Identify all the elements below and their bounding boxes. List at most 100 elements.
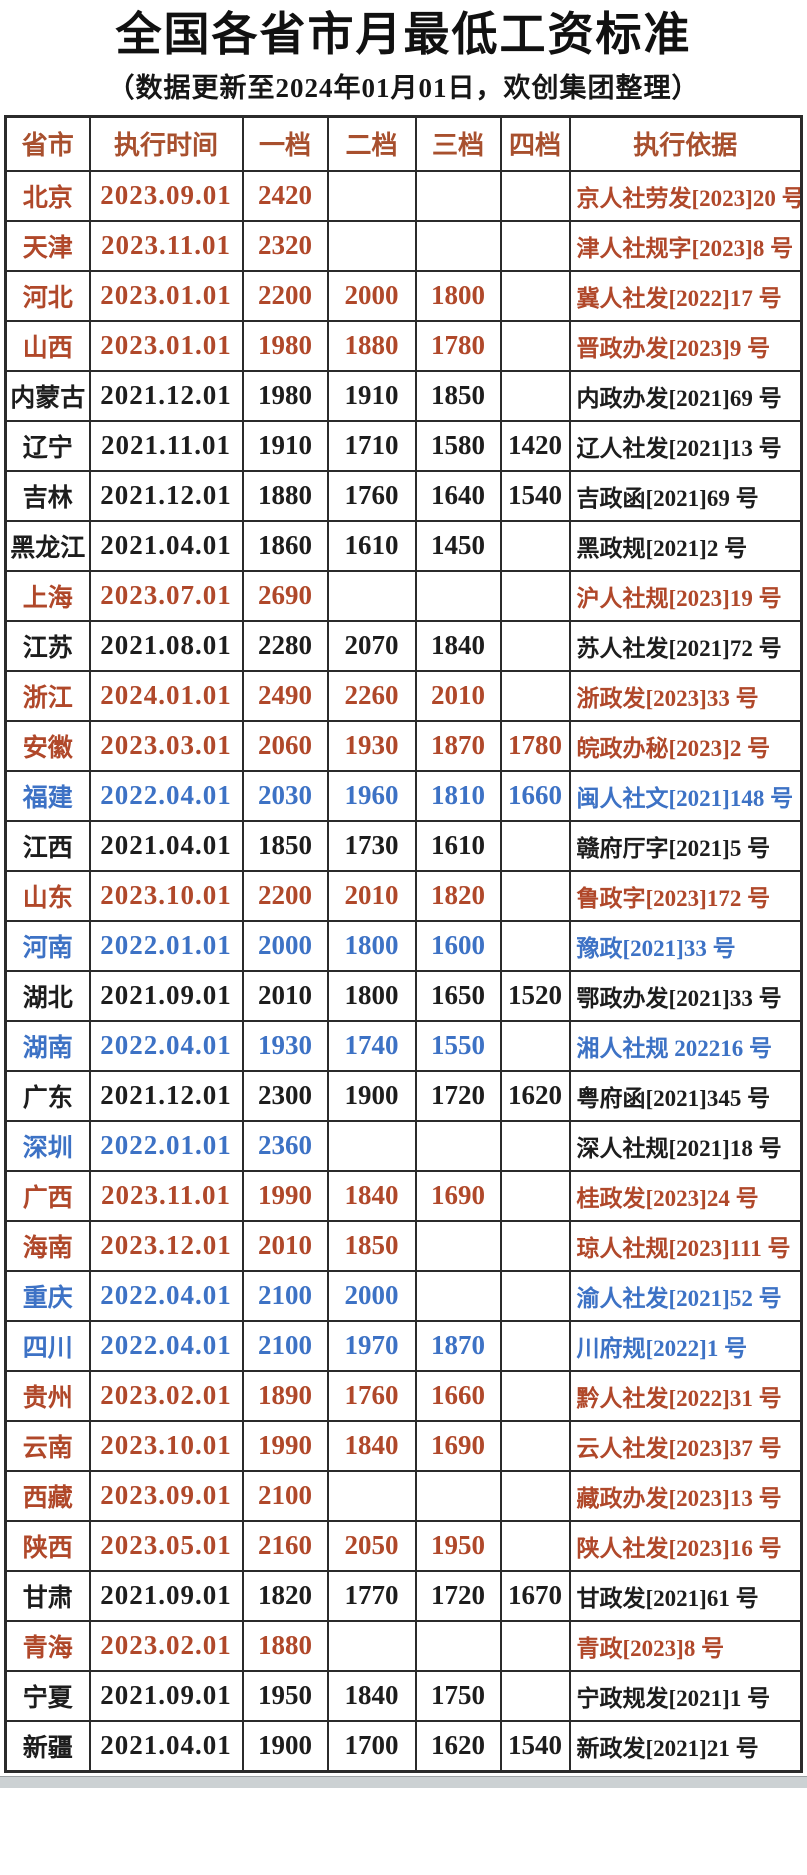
cell-province: 上海: [4, 569, 91, 622]
cell-province: 新疆: [4, 1719, 91, 1772]
table-row: 吉林 2021.12.01 1880 1760 1640 1540 吉政函[2021]69 …: [4, 469, 803, 522]
cell-tier2: 1840: [326, 1169, 417, 1222]
cell-tier1: 2320: [241, 219, 329, 272]
column-header-province: 省市: [4, 115, 91, 172]
cell-basis: 川府规[2022]1 号: [568, 1319, 803, 1372]
cell-tier4: [499, 1169, 571, 1222]
cell-date: 2021.04.01: [88, 519, 244, 572]
cell-basis: 新政发[2021]21 号: [568, 1719, 803, 1772]
cell-tier1: 2420: [241, 169, 329, 222]
cell-date: 2021.12.01: [88, 1069, 244, 1122]
cell-tier3: 1650: [414, 969, 502, 1022]
cell-tier2: 1760: [326, 469, 417, 522]
cell-tier1: 1930: [241, 1019, 329, 1072]
cell-tier2: 1900: [326, 1069, 417, 1122]
cell-tier3: 1690: [414, 1419, 502, 1472]
cell-tier1: 1990: [241, 1169, 329, 1222]
cell-tier4: [499, 1419, 571, 1472]
cell-date: 2021.04.01: [88, 819, 244, 872]
cell-tier2: 2000: [326, 269, 417, 322]
cell-tier4: [499, 1369, 571, 1422]
cell-basis: 京人社劳发[2023]20 号: [568, 169, 803, 222]
table-row: 浙江 2024.01.01 2490 2260 2010 浙政发[2023]33 号: [4, 669, 803, 722]
cell-tier1: 2100: [241, 1319, 329, 1372]
cell-province: 青海: [4, 1619, 91, 1672]
cell-tier1: 1860: [241, 519, 329, 572]
cell-basis: 冀人社发[2022]17 号: [568, 269, 803, 322]
table-row: 海南 2023.12.01 2010 1850 琼人社规[2023]111 号: [4, 1219, 803, 1272]
cell-tier2: 1710: [326, 419, 417, 472]
cell-tier3: [414, 1269, 502, 1322]
cell-date: 2023.02.01: [88, 1369, 244, 1422]
cell-tier2: 1770: [326, 1569, 417, 1622]
cell-basis: 津人社规字[2023]8 号: [568, 219, 803, 272]
cell-date: 2021.04.01: [88, 1719, 244, 1772]
table-row: 新疆 2021.04.01 1900 1700 1620 1540 新政发[2021]21 …: [4, 1719, 803, 1772]
cell-date: 2023.03.01: [88, 719, 244, 772]
column-header-date: 执行时间: [88, 115, 244, 172]
cell-basis: 苏人社发[2021]72 号: [568, 619, 803, 672]
cell-tier1: 1880: [241, 469, 329, 522]
cell-tier4: [499, 919, 571, 972]
cell-tier1: 2010: [241, 1219, 329, 1272]
cell-date: 2023.09.01: [88, 169, 244, 222]
cell-tier3: 1810: [414, 769, 502, 822]
cell-tier1: 1900: [241, 1719, 329, 1772]
column-header-tier3: 三档: [414, 115, 502, 172]
table-row: 江苏 2021.08.01 2280 2070 1840 苏人社发[2021]72 号: [4, 619, 803, 672]
cell-tier1: 2060: [241, 719, 329, 772]
cell-tier1: 2160: [241, 1519, 329, 1572]
cell-province: 四川: [4, 1319, 91, 1372]
cell-tier2: 1760: [326, 1369, 417, 1422]
cell-date: 2021.09.01: [88, 1569, 244, 1622]
cell-tier2: [326, 569, 417, 622]
cell-province: 湖南: [4, 1019, 91, 1072]
cell-tier1: 2280: [241, 619, 329, 672]
cell-province: 重庆: [4, 1269, 91, 1322]
cell-tier2: [326, 169, 417, 222]
cell-date: 2023.10.01: [88, 869, 244, 922]
cell-tier4: 1780: [499, 719, 571, 772]
cell-tier2: 1730: [326, 819, 417, 872]
cell-tier3: 1620: [414, 1719, 502, 1772]
cell-tier1: 1880: [241, 1619, 329, 1672]
cell-basis: 闽人社文[2021]148 号: [568, 769, 803, 822]
table-row: 天津 2023.11.01 2320 津人社规字[2023]8 号: [4, 219, 803, 272]
cell-tier4: [499, 1019, 571, 1072]
cell-province: 吉林: [4, 469, 91, 522]
cell-date: 2023.12.01: [88, 1219, 244, 1272]
cell-tier2: [326, 1619, 417, 1672]
cell-tier3: 1870: [414, 1319, 502, 1372]
cell-tier3: [414, 1619, 502, 1672]
table-row: 辽宁 2021.11.01 1910 1710 1580 1420 辽人社发[2021]13…: [4, 419, 803, 472]
cell-tier1: 1950: [241, 1669, 329, 1722]
cell-tier4: [499, 1119, 571, 1172]
cell-province: 山东: [4, 869, 91, 922]
table-row: 重庆 2022.04.01 2100 2000 渝人社发[2021]52 号: [4, 1269, 803, 1322]
cell-tier2: 1960: [326, 769, 417, 822]
cell-basis: 豫政[2021]33 号: [568, 919, 803, 972]
page-subtitle: （数据更新至2024年01月01日，欢创集团整理）: [107, 72, 700, 103]
cell-tier4: [499, 519, 571, 572]
cell-basis: 辽人社发[2021]13 号: [568, 419, 803, 472]
cell-tier4: [499, 819, 571, 872]
cell-tier3: [414, 219, 502, 272]
column-header-tier1: 一档: [241, 115, 329, 172]
cell-basis: 浙政发[2023]33 号: [568, 669, 803, 722]
cell-tier2: 1840: [326, 1669, 417, 1722]
cell-tier4: [499, 869, 571, 922]
cell-province: 安徽: [4, 719, 91, 772]
cell-province: 湖北: [4, 969, 91, 1022]
cell-tier3: 1600: [414, 919, 502, 972]
cell-tier1: 2010: [241, 969, 329, 1022]
cell-tier3: [414, 569, 502, 622]
cell-tier2: 2260: [326, 669, 417, 722]
table-row: 山西 2023.01.01 1980 1880 1780 晋政办发[2023]9 号: [4, 319, 803, 372]
cell-tier1: 1980: [241, 319, 329, 372]
cell-province: 深圳: [4, 1119, 91, 1172]
cell-tier4: [499, 1519, 571, 1572]
cell-date: 2023.11.01: [88, 1169, 244, 1222]
cell-tier4: [499, 1619, 571, 1672]
cell-tier2: 1700: [326, 1719, 417, 1772]
cell-date: 2021.08.01: [88, 619, 244, 672]
